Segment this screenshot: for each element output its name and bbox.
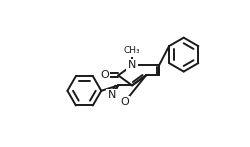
Text: CH₃: CH₃ [123, 46, 140, 55]
Text: N: N [108, 90, 116, 100]
Text: O: O [100, 70, 108, 80]
Text: N: N [128, 60, 136, 70]
Text: O: O [120, 97, 128, 107]
